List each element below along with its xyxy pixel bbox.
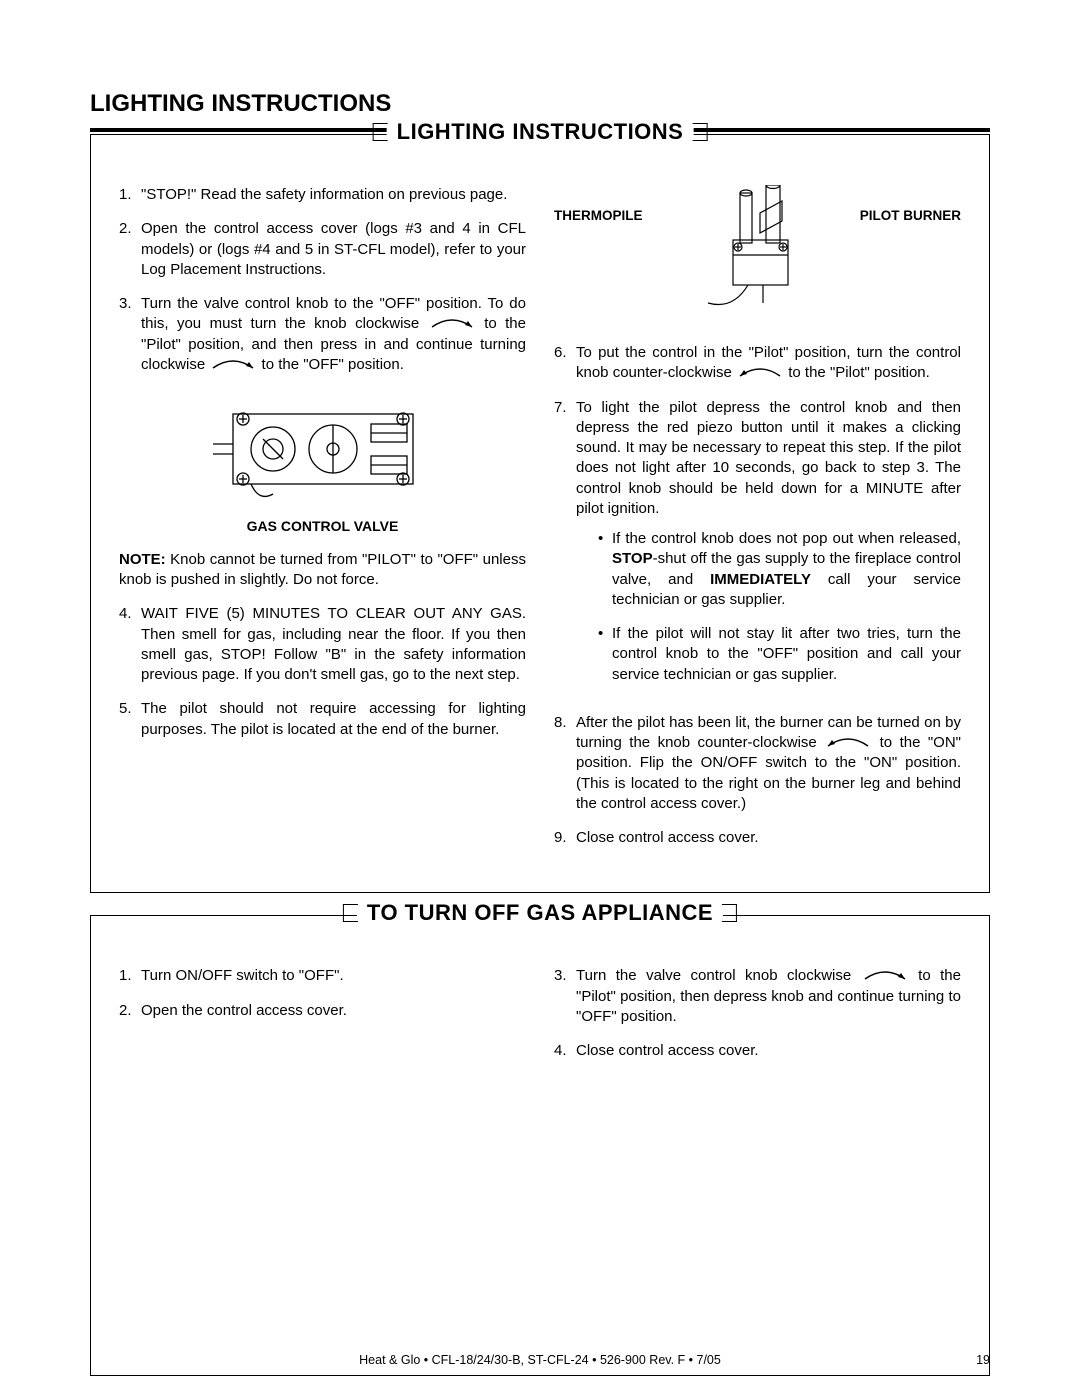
step-1: 1."STOP!" Read the safety information on…: [119, 185, 526, 205]
thermopile-label: THERMOPILE: [554, 207, 643, 225]
step-6: 6. To put the control in the "Pilot" pos…: [554, 343, 961, 384]
arrow-cw-icon: [211, 358, 255, 372]
note-label: NOTE:: [119, 551, 166, 568]
gas-control-valve-figure: [203, 389, 443, 509]
bullet-2: •If the pilot will not stay lit after tw…: [598, 624, 961, 685]
bullet-1: • If the control knob does not pop out w…: [598, 529, 961, 610]
pilot-burner-figure: THERMOPILE PILOT BURNER: [554, 185, 961, 325]
lighting-instructions-box: LIGHTING INSTRUCTIONS 1."STOP!" Read the…: [90, 134, 990, 893]
step-7-text: To light the pilot depress the control k…: [576, 399, 961, 517]
right-column: THERMOPILE PILOT BURNER: [554, 185, 961, 862]
arrow-ccw-icon: [738, 366, 782, 380]
arrow-ccw-icon: [826, 736, 870, 750]
b1a: If the control knob does not pop out whe…: [612, 530, 961, 547]
off-step-3: 3. Turn the valve control knob clockwise…: [554, 966, 961, 1027]
step-9: 9.Close control access cover.: [554, 828, 961, 848]
off-right-column: 3. Turn the valve control knob clockwise…: [554, 966, 961, 1075]
off-step-3a: Turn the valve control knob clockwise: [576, 967, 851, 984]
step-8: 8. After the pilot has been lit, the bur…: [554, 713, 961, 814]
left-column: 1."STOP!" Read the safety information on…: [119, 185, 526, 862]
valve-caption: GAS CONTROL VALVE: [119, 517, 526, 536]
page-title: LIGHTING INSTRUCTIONS: [90, 90, 990, 118]
step-4: 4.WAIT FIVE (5) MINUTES TO CLEAR OUT ANY…: [119, 604, 526, 685]
step-2: 2.Open the control access cover (logs #3…: [119, 219, 526, 280]
step-3c: to the "OFF" position.: [262, 356, 404, 373]
off-step-2: 2.Open the control access cover.: [119, 1001, 526, 1021]
arrow-cw-icon: [863, 969, 907, 983]
step-6b: to the "Pilot" position.: [788, 364, 930, 381]
off-step-1: 1.Turn ON/OFF switch to "OFF".: [119, 966, 526, 986]
pilot-burner-label: PILOT BURNER: [860, 207, 961, 225]
box-heading: LIGHTING INSTRUCTIONS: [387, 119, 694, 145]
off-step-4: 4.Close control access cover.: [554, 1041, 961, 1061]
note-text: Knob cannot be turned from "PILOT" to "O…: [119, 551, 526, 588]
step-7: 7. To light the pilot depress the contro…: [554, 398, 961, 699]
b1b: STOP: [612, 550, 653, 567]
footer: Heat & Glo • CFL-18/24/30-B, ST-CFL-24 •…: [0, 1353, 1080, 1367]
box-heading-2: TO TURN OFF GAS APPLIANCE: [357, 900, 723, 926]
b1d: IMMEDIATELY: [710, 571, 811, 588]
turn-off-box: TO TURN OFF GAS APPLIANCE 1.Turn ON/OFF …: [90, 915, 990, 1376]
step-3: 3. Turn the valve control knob to the "O…: [119, 294, 526, 375]
step-5: 5.The pilot should not require accessing…: [119, 699, 526, 740]
arrow-cw-icon: [430, 317, 474, 331]
page-number: 19: [976, 1353, 990, 1367]
note: NOTE: Knob cannot be turned from "PILOT"…: [119, 550, 526, 591]
off-left-column: 1.Turn ON/OFF switch to "OFF". 2.Open th…: [119, 966, 526, 1075]
